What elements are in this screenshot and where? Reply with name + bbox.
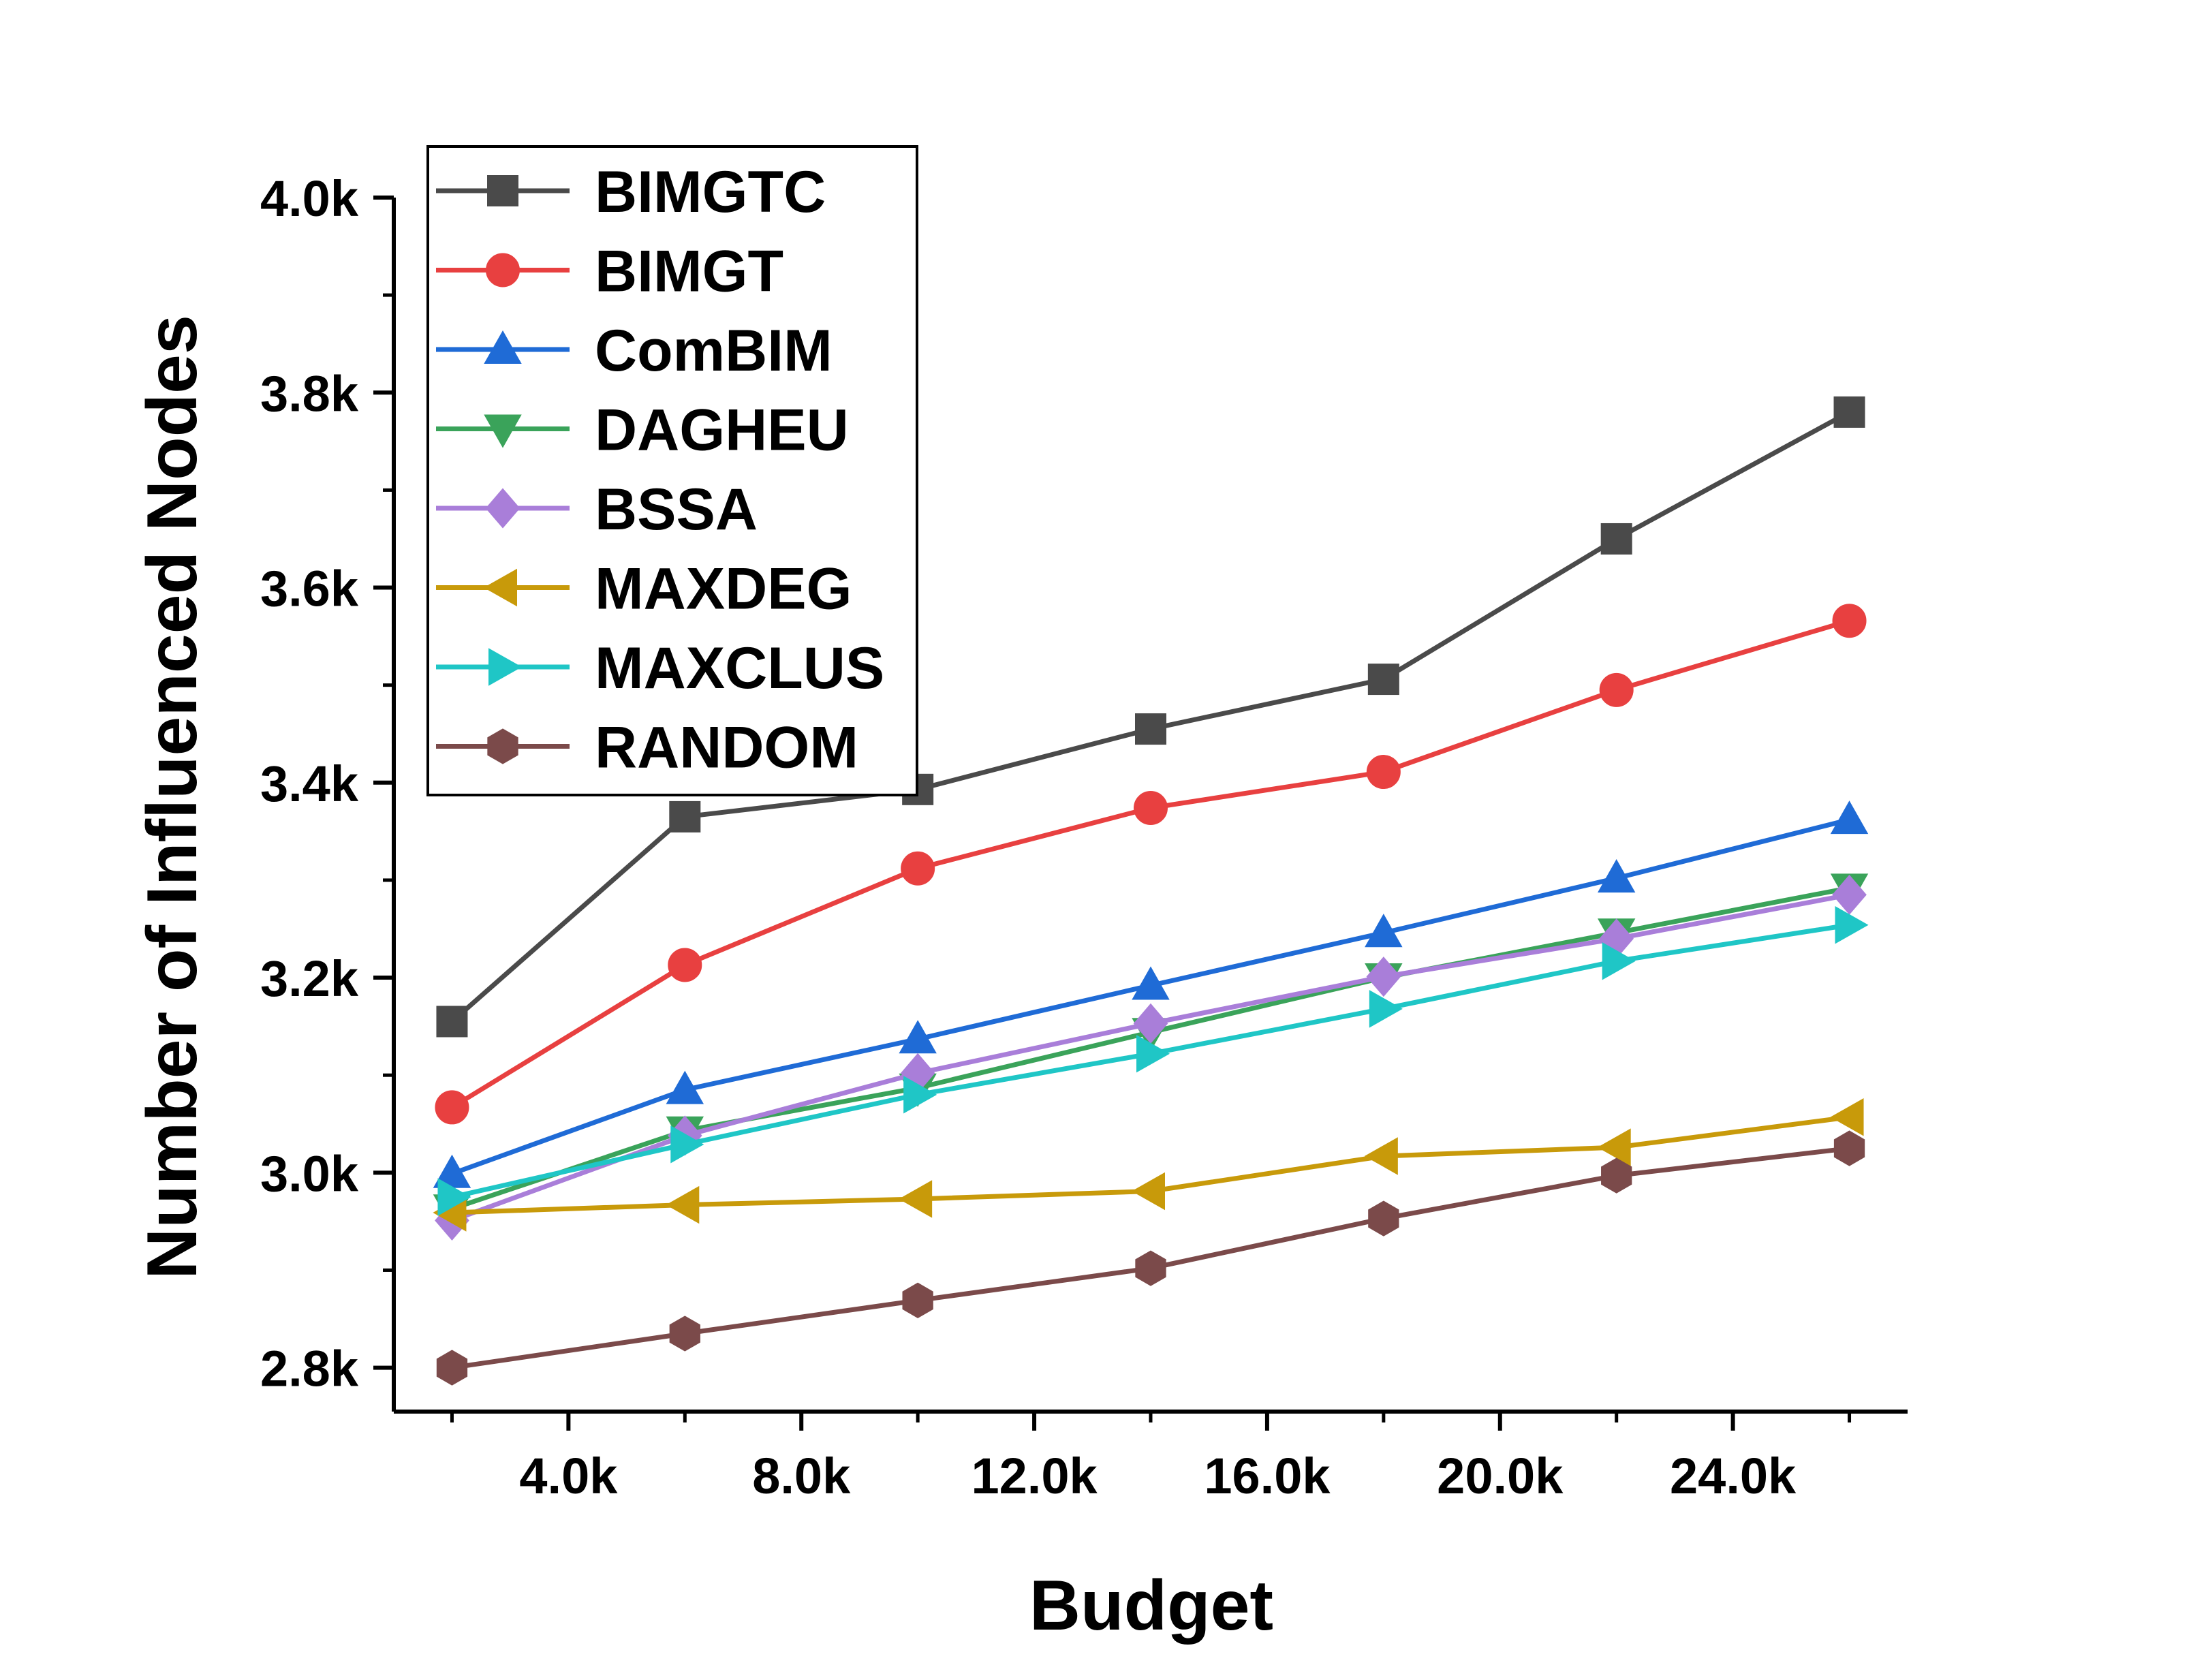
data-point <box>1597 1128 1631 1166</box>
y-tick-label: 2.8k <box>260 1341 359 1397</box>
data-point <box>899 1180 933 1218</box>
axes-layer: 4.0k 8.0k 12.0k 16.0k 20.0k 24.0k 2.8k 3.0k 3.2k… <box>260 170 1908 1504</box>
data-point <box>1135 1250 1166 1286</box>
data-point <box>1830 800 1869 835</box>
data-point <box>666 1185 700 1224</box>
x-tick-label: 20.0k <box>1437 1448 1564 1504</box>
y-tick-label: 3.4k <box>260 756 359 812</box>
legend-label: RANDOM <box>595 715 858 781</box>
data-point <box>669 1316 700 1352</box>
legend-swatch-marker <box>487 175 518 206</box>
y-tick-label: 3.8k <box>260 365 359 422</box>
data-point <box>1835 906 1869 944</box>
legend-entry: RANDOM <box>436 715 858 781</box>
data-point <box>436 1350 468 1386</box>
data-point <box>902 1282 933 1318</box>
data-point <box>668 948 702 982</box>
x-tick-label: 12.0k <box>971 1448 1098 1504</box>
series-maxclus <box>437 906 1869 1216</box>
series-random <box>436 1130 1865 1386</box>
data-point <box>666 1070 704 1104</box>
data-point <box>1133 1003 1168 1044</box>
legend-label: MAXDEG <box>595 557 852 622</box>
data-point <box>1135 713 1166 745</box>
data-point <box>1368 1200 1399 1236</box>
series-maxdeg <box>433 1098 1864 1232</box>
series-bimgt <box>435 604 1867 1125</box>
x-tick-label: 4.0k <box>519 1448 618 1504</box>
data-point <box>1132 966 1170 1000</box>
legend-swatch-marker <box>484 414 522 448</box>
data-point <box>1367 664 1399 696</box>
legend-swatch-marker <box>487 728 518 764</box>
legend-swatch-marker <box>488 648 523 686</box>
data-point <box>437 1178 471 1216</box>
data-point <box>901 851 935 886</box>
x-tick-label: 16.0k <box>1204 1448 1331 1504</box>
x-tick-label: 24.0k <box>1670 1448 1797 1504</box>
data-point <box>1366 755 1401 790</box>
legend-swatch-marker <box>484 330 522 364</box>
legend-swatch-marker <box>483 568 517 607</box>
data-point <box>1833 396 1865 428</box>
legend-label: BIMGT <box>595 239 783 305</box>
legend-swatch-marker <box>486 253 520 287</box>
data-point <box>1365 914 1403 948</box>
legend-label: ComBIM <box>595 318 833 384</box>
series-layer <box>433 396 1869 1386</box>
data-point <box>1601 1157 1632 1194</box>
data-point <box>1832 874 1867 915</box>
y-tick-label: 3.6k <box>260 561 359 617</box>
y-axis-label: Number of Influenced Nodes <box>133 315 212 1279</box>
data-point <box>669 800 701 833</box>
legend-swatch-marker <box>485 488 520 529</box>
data-point <box>436 1006 468 1038</box>
series-combim <box>433 800 1869 1188</box>
legend-label: BIMGTC <box>595 159 826 225</box>
legend-entry: BIMGT <box>436 239 783 305</box>
data-point <box>1369 990 1403 1028</box>
data-point <box>1599 672 1634 707</box>
data-point <box>435 1090 469 1125</box>
data-point <box>899 1020 937 1054</box>
data-point <box>1602 942 1636 980</box>
data-point <box>1136 1034 1170 1073</box>
legend-entry: BSSA <box>436 477 758 542</box>
x-axis-label: Budget <box>1029 1566 1273 1645</box>
x-tick-label: 8.0k <box>752 1448 851 1504</box>
legend: BIMGTC BIMGT ComBIM DAGHEU BSSA MAXDEG MAXCLUS… <box>426 145 918 796</box>
data-point <box>1830 1098 1864 1136</box>
data-point <box>670 1125 704 1164</box>
legend-entry: ComBIM <box>436 318 833 384</box>
legend-entry: MAXCLUS <box>436 636 884 701</box>
data-point <box>1366 956 1401 997</box>
y-tick-label: 4.0k <box>260 170 359 227</box>
data-point <box>903 1076 937 1114</box>
legend-entry: BIMGTC <box>436 159 826 225</box>
data-point <box>1364 1137 1398 1175</box>
data-point <box>1134 791 1168 826</box>
data-point <box>1597 859 1636 893</box>
data-point <box>1131 1172 1165 1211</box>
y-tick-label: 3.2k <box>260 950 359 1007</box>
legend-entry: DAGHEU <box>436 398 849 463</box>
legend-label: DAGHEU <box>595 398 849 463</box>
data-point <box>1833 1130 1865 1166</box>
y-tick-label: 3.0k <box>260 1145 359 1202</box>
legend-label: MAXCLUS <box>595 636 884 701</box>
data-point <box>1832 604 1867 638</box>
data-point <box>1600 523 1632 555</box>
legend-label: BSSA <box>595 477 758 542</box>
legend-entry: MAXDEG <box>436 557 852 622</box>
